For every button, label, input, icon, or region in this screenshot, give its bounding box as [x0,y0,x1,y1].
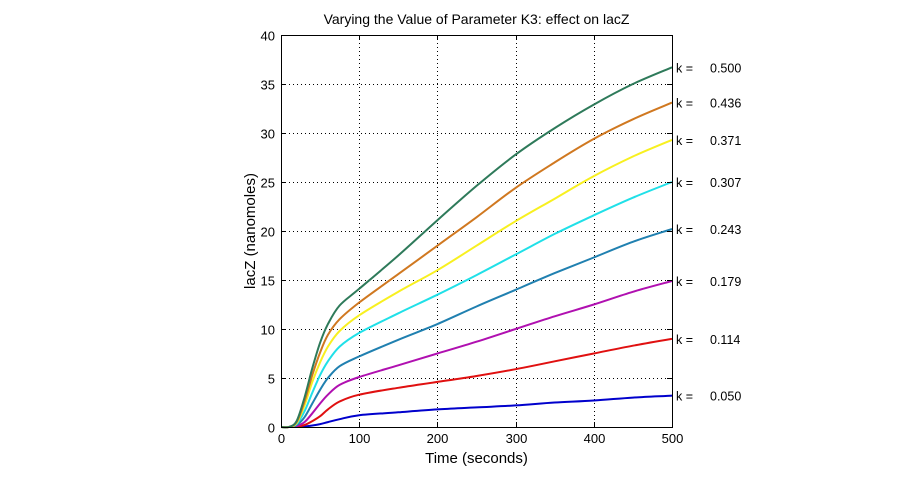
y-axis-label: lacZ (nanomoles) [242,173,259,289]
series-label-value: 0.371 [710,134,741,148]
series-label-prefix: k = [676,134,693,148]
y-tick-label: 30 [261,127,275,142]
series-line-0-179 [280,280,673,429]
grid [281,35,672,427]
series-label-prefix: k = [676,61,693,75]
series-label-prefix: k = [676,176,693,190]
series-line-0-114 [280,337,673,429]
x-tick-label: 500 [662,431,684,446]
series-line-0-307 [280,181,673,429]
x-axis-label: Time (seconds) [425,450,528,467]
y-tick-label: 5 [268,372,275,387]
x-tick-label: 0 [278,431,285,446]
series-line-0-243 [280,228,673,429]
series-label-value: 0.307 [710,176,741,190]
y-tick-label: 20 [261,225,275,240]
series-label-value: 0.500 [710,61,741,75]
series-label-prefix: k = [676,275,693,289]
series-label-value: 0.436 [710,97,741,111]
x-tick-label: 400 [584,431,606,446]
chart-title: Varying the Value of Parameter K3: effec… [324,11,630,27]
y-tick-label: 25 [261,176,275,191]
x-tick-label: 300 [506,431,528,446]
series-line-0-500 [280,66,673,429]
series-line-0-050 [281,394,673,429]
series-group [280,66,673,429]
x-tick-label: 200 [427,431,449,446]
y-tick-label: 35 [261,78,275,93]
y-tick-label: 10 [261,323,275,338]
k-labels: k = 0.050 k = 0.114 k = 0.179 k = 0.243 k = 0.307… [676,61,741,403]
series-label-value: 0.243 [710,223,741,237]
series-label-value: 0.050 [710,390,741,404]
series-label-prefix: k = [676,97,693,111]
series-label-prefix: k = [676,223,693,237]
y-tick-label: 40 [261,29,275,44]
y-tick-label: 15 [261,274,275,289]
y-tick-label: 0 [268,421,275,436]
ticks: 0 100 200 300 400 500 0 5 10 15 20 25 30 35 40 [261,29,684,447]
series-label-value: 0.179 [710,275,741,289]
x-tick-label: 100 [349,431,371,446]
series-label-prefix: k = [676,390,693,404]
series-line-0-371 [280,138,673,429]
series-label-value: 0.114 [710,333,740,347]
series-label-prefix: k = [676,333,693,347]
